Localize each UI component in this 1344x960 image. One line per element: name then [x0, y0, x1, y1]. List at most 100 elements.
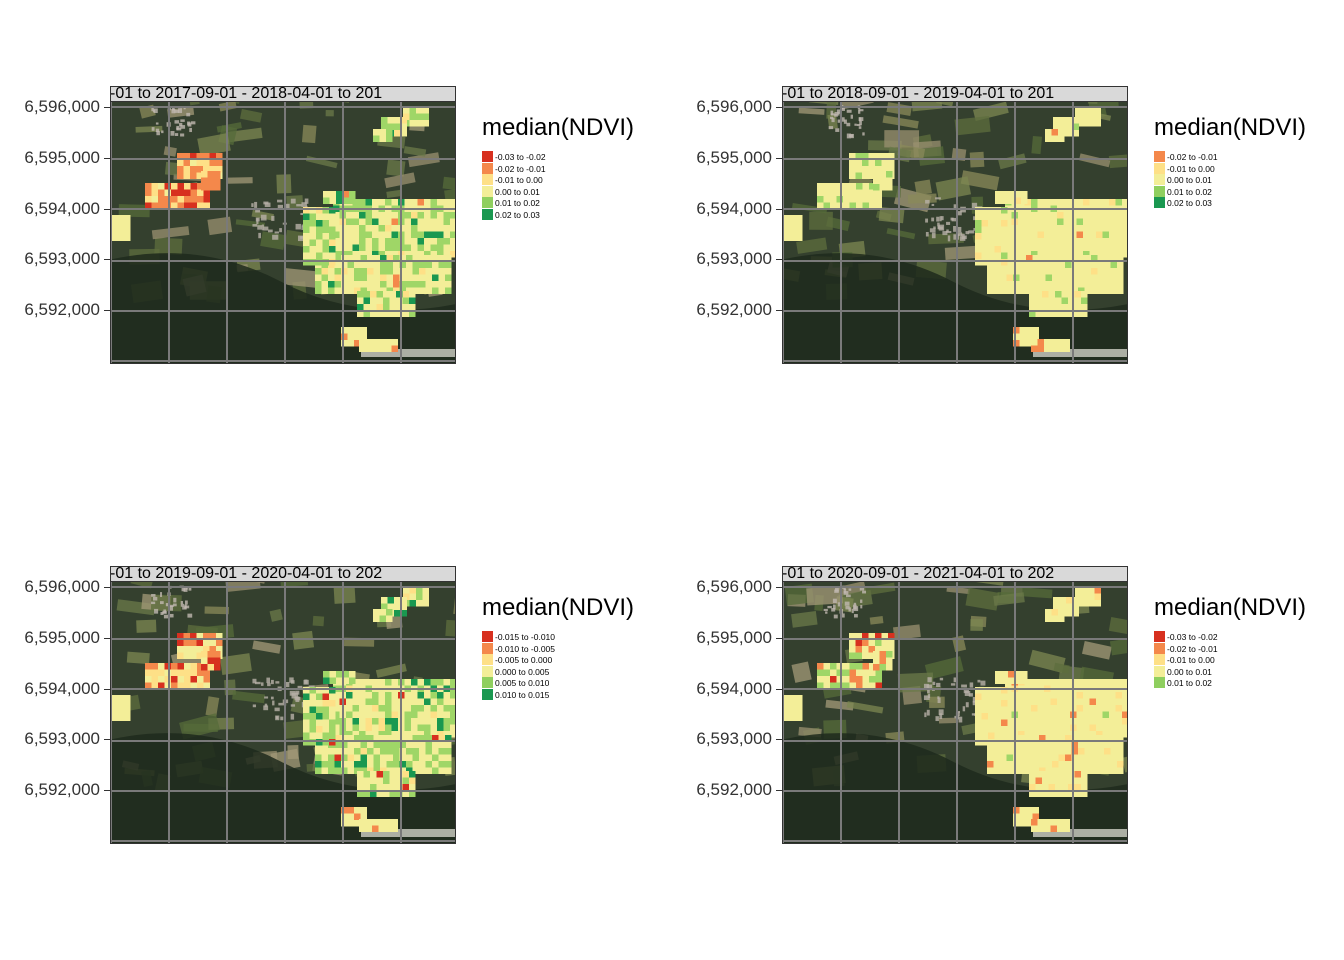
legend-swatch: [482, 654, 493, 666]
y-tick-label: 6,595,000: [24, 148, 100, 167]
legend-swatch: [1154, 642, 1165, 654]
legend-label: 0.000 to 0.005: [495, 666, 550, 677]
y-tick-mark: [104, 107, 110, 108]
legend-label: -0.02 to -0.01: [1167, 152, 1218, 162]
y-tick-mark: [104, 209, 110, 210]
y-tick-label: 6,592,000: [24, 780, 100, 799]
map-panel-3: 6,596,000 6,595,000 6,594,000 6,593,000 6,59…: [0, 480, 660, 844]
legend-label: 0.01 to 0.02: [1167, 186, 1212, 197]
legend-label: 0.00 to 0.01: [1167, 175, 1212, 186]
facet-strip-title: -01 to 2018-09-01 - 2019-04-01 to 201: [782, 86, 1128, 102]
satellite-map: [110, 566, 456, 844]
legend-swatch: [482, 677, 493, 689]
y-tick-mark: [104, 587, 110, 588]
y-tick-label: 6,595,000: [696, 628, 772, 647]
y-tick-mark: [104, 310, 110, 311]
facet-strip-title: -01 to 2017-09-01 - 2018-04-01 to 201: [110, 86, 456, 102]
legend-swatch: [482, 689, 493, 700]
facet-strip-label: -01 to 2019-09-01 - 2020-04-01 to 202: [110, 566, 383, 582]
legend-swatch: [1154, 665, 1165, 677]
legend-label: -0.03 to -0.02: [495, 152, 546, 162]
legend-swatch: [482, 209, 493, 220]
legend-swatch: [482, 197, 493, 209]
y-tick-label: 6,594,000: [24, 199, 100, 218]
y-tick-mark: [776, 587, 782, 588]
map-panel-2: 6,596,000 6,595,000 6,594,000 6,593,000 6,59…: [672, 0, 1332, 364]
legend-title: median(NDVI): [1154, 594, 1307, 621]
legend-swatch: [1154, 162, 1165, 174]
legend-swatch: [1154, 197, 1165, 209]
legend-swatch: [482, 185, 493, 197]
legend-swatch: [482, 162, 493, 174]
y-tick-mark: [776, 107, 782, 108]
map-panel-4: 6,596,000 6,595,000 6,594,000 6,593,000 6,59…: [672, 480, 1332, 844]
y-tick-mark: [104, 739, 110, 740]
legend-label: 0.01 to 0.02: [495, 198, 540, 209]
y-tick-label: 6,595,000: [696, 148, 772, 167]
legend-label: 0.01 to 0.02: [1167, 678, 1212, 689]
y-tick-label: 6,595,000: [24, 628, 100, 647]
legend-swatch: [482, 665, 493, 677]
y-tick-mark: [776, 158, 782, 159]
legend-label: -0.01 to 0.00: [1167, 163, 1215, 174]
y-tick-label: 6,593,000: [24, 729, 100, 748]
facet-strip-title: -01 to 2019-09-01 - 2020-04-01 to 202: [110, 566, 456, 582]
y-tick-mark: [776, 689, 782, 690]
ndvi-raster-overlay: [783, 567, 1127, 843]
legend-label: 0.005 to 0.010: [495, 678, 550, 689]
y-tick-mark: [104, 638, 110, 639]
legend-label: 0.00 to 0.01: [495, 186, 540, 197]
y-tick-mark: [104, 259, 110, 260]
y-tick-label: 6,593,000: [696, 729, 772, 748]
y-tick-label: 6,596,000: [696, 97, 772, 116]
legend-label: -0.01 to 0.00: [495, 175, 543, 186]
legend-label: -0.005 to 0.000: [495, 655, 553, 666]
map-panel-1: 6,596,000 6,595,000 6,594,000 6,593,000 6,59…: [0, 0, 660, 364]
legend-swatch: [482, 174, 493, 186]
legend-swatch: [1154, 185, 1165, 197]
y-tick-label: 6,594,000: [24, 679, 100, 698]
y-tick-label: 6,596,000: [24, 97, 100, 116]
legend-label: 0.02 to 0.03: [495, 210, 540, 220]
legend-swatch: [1154, 174, 1165, 186]
legend-label: -0.010 to -0.005: [495, 643, 556, 654]
legend-title: median(NDVI): [482, 114, 635, 141]
legend-title: median(NDVI): [482, 594, 635, 621]
legend-swatch: [1154, 677, 1165, 689]
legend-swatch: [1154, 631, 1165, 642]
legend-label: 0.010 to 0.015: [495, 690, 550, 700]
facet-strip-title: -01 to 2020-09-01 - 2021-04-01 to 202: [782, 566, 1128, 582]
satellite-map: [782, 86, 1128, 364]
y-tick-label: 6,594,000: [696, 199, 772, 218]
satellite-map: [782, 566, 1128, 844]
y-tick-label: 6,593,000: [24, 249, 100, 268]
legend-swatch: [482, 631, 493, 642]
facet-strip-label: -01 to 2020-09-01 - 2021-04-01 to 202: [782, 566, 1055, 582]
legend-swatch: [1154, 654, 1165, 666]
y-tick-mark: [776, 209, 782, 210]
y-tick-mark: [104, 790, 110, 791]
y-tick-label: 6,592,000: [696, 300, 772, 319]
y-tick-label: 6,596,000: [24, 577, 100, 596]
legend-label: -0.01 to 0.00: [1167, 655, 1215, 666]
y-tick-label: 6,592,000: [24, 300, 100, 319]
facet-strip-label: -01 to 2017-09-01 - 2018-04-01 to 201: [110, 86, 383, 102]
legend-label: 0.00 to 0.01: [1167, 666, 1212, 677]
y-tick-label: 6,596,000: [696, 577, 772, 596]
legend-label: -0.015 to -0.010: [495, 632, 556, 642]
legend-swatch: [1154, 151, 1165, 162]
legend-title: median(NDVI): [1154, 114, 1307, 141]
ndvi-raster-overlay: [111, 87, 455, 363]
ndvi-raster-overlay: [111, 567, 455, 843]
y-tick-mark: [776, 638, 782, 639]
legend-label: -0.03 to -0.02: [1167, 632, 1218, 642]
y-tick-mark: [776, 310, 782, 311]
legend-swatch: [482, 642, 493, 654]
legend-label: -0.02 to -0.01: [1167, 643, 1218, 654]
legend-label: 0.02 to 0.03: [1167, 198, 1212, 209]
y-tick-mark: [776, 739, 782, 740]
legend-label: -0.02 to -0.01: [495, 163, 546, 174]
ndvi-raster-overlay: [783, 87, 1127, 363]
facet-strip-label: -01 to 2018-09-01 - 2019-04-01 to 201: [782, 86, 1055, 102]
y-tick-label: 6,593,000: [696, 249, 772, 268]
